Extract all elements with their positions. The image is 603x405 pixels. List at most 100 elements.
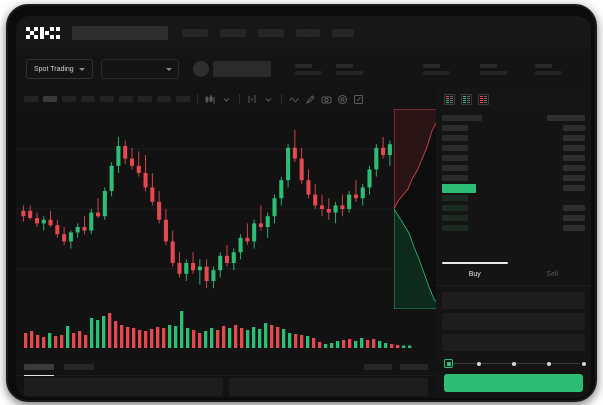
tab-buy[interactable]: Buy — [436, 262, 514, 285]
stat-label — [294, 63, 312, 68]
slider-stop-50[interactable] — [512, 361, 516, 366]
nav-item-3[interactable] — [258, 28, 284, 37]
chevron-down-icon[interactable] — [263, 94, 274, 105]
chevron-down-icon — [165, 67, 172, 71]
line-chart-icon[interactable] — [289, 94, 300, 105]
slider-stop-75[interactable] — [547, 361, 551, 366]
stat-value — [422, 70, 450, 75]
timeframe-button-9[interactable] — [176, 96, 190, 102]
orderbook-mode-both-icon[interactable] — [444, 93, 455, 105]
timeframe-button-4[interactable] — [81, 96, 95, 102]
chart-area[interactable] — [16, 109, 436, 359]
orderbook-price — [442, 215, 468, 221]
orderbook-row[interactable] — [442, 123, 585, 133]
indicator-icon[interactable] — [247, 94, 258, 105]
orderbook-row[interactable] — [442, 173, 585, 183]
bottom-action-2[interactable] — [400, 364, 428, 370]
mode-bars — [480, 95, 483, 103]
price-candlestick-chart[interactable] — [16, 109, 436, 309]
timeframe-button-7[interactable] — [138, 96, 152, 102]
stat-label — [335, 63, 353, 68]
timeframe-button-3[interactable] — [62, 96, 76, 102]
stat-item — [534, 63, 562, 75]
orderbook-row[interactable] — [442, 183, 585, 193]
stat-value — [294, 70, 322, 75]
stat-item — [479, 63, 507, 75]
timeframe-button-2[interactable] — [43, 96, 57, 102]
slider-stop-100[interactable] — [582, 361, 586, 366]
amount-percent-slider[interactable] — [444, 359, 586, 368]
camera-icon[interactable] — [321, 94, 332, 105]
market-depth-chart — [394, 109, 439, 309]
tab-sell-label: Sell — [546, 271, 559, 278]
orderbook-row[interactable] — [442, 143, 585, 153]
nav-item-4[interactable] — [296, 28, 320, 37]
top-navigation-bar — [16, 16, 591, 49]
pencil-icon[interactable] — [305, 94, 316, 105]
orderbook-mode-sell-icon[interactable] — [478, 93, 489, 105]
timeframe-button-8[interactable] — [157, 96, 171, 102]
orderbook-row[interactable] — [442, 223, 585, 233]
submit-order-button[interactable] — [444, 374, 583, 392]
bottom-tab-order-history[interactable] — [64, 364, 94, 370]
stat-value — [534, 70, 562, 75]
orderbook-row[interactable] — [442, 113, 585, 123]
mode-dots — [484, 95, 487, 103]
fullscreen-icon[interactable] — [353, 94, 364, 105]
orderbook-amount — [563, 135, 585, 141]
open-orders-panel[interactable] — [24, 378, 223, 396]
buy-sell-tabs: Buy Sell — [436, 262, 592, 286]
candlestick-chart-icon[interactable] — [205, 94, 216, 105]
timeframe-button-1[interactable] — [24, 96, 38, 102]
market-header: Spot Trading — [16, 49, 591, 89]
amount-field[interactable] — [442, 313, 585, 330]
orderbook-row[interactable] — [442, 213, 585, 223]
orderbook-amount — [563, 125, 585, 131]
pair-name — [212, 61, 271, 77]
trade-side-panel: Buy Sell — [436, 109, 591, 398]
chevron-down-icon[interactable] — [221, 94, 232, 105]
orderbook-row[interactable] — [442, 203, 585, 213]
nav-item-5[interactable] — [332, 28, 354, 37]
orderbook-amount — [563, 155, 585, 161]
toolbar-divider — [281, 94, 282, 104]
okx-logo-icon[interactable] — [26, 26, 60, 39]
slider-stop-25[interactable] — [477, 361, 481, 366]
orderbook-row[interactable] — [442, 153, 585, 163]
mode-dots — [467, 95, 470, 103]
price-field[interactable] — [442, 292, 585, 309]
orderbook-price — [442, 205, 468, 211]
orderbook-row[interactable] — [442, 133, 585, 143]
timeframe-button-5[interactable] — [100, 96, 114, 102]
orderbook-row[interactable] — [442, 193, 585, 203]
orderbook-row[interactable] — [442, 163, 585, 173]
timeframe-button-6[interactable] — [119, 96, 133, 102]
order-history-panel[interactable] — [229, 378, 428, 396]
bottom-tabs — [16, 359, 436, 376]
settings-gear-icon[interactable] — [337, 94, 348, 105]
stat-value — [479, 70, 507, 75]
bottom-action-1[interactable] — [364, 364, 392, 370]
nav-item-2[interactable] — [220, 28, 246, 37]
orderbook-mode-buy-icon[interactable] — [461, 93, 472, 105]
chevron-down-icon — [78, 67, 85, 71]
orderbook-price — [442, 195, 468, 201]
orderbook-amount — [563, 145, 585, 151]
orderbook-amount — [547, 115, 585, 121]
orderbook-amount — [563, 205, 585, 211]
trading-mode-label: Spot Trading — [34, 65, 74, 73]
orderbook-price — [442, 155, 468, 161]
bottom-tab-open-orders[interactable] — [24, 364, 54, 376]
slider-handle[interactable] — [444, 359, 453, 368]
okx-logo-svg — [26, 26, 60, 39]
total-field[interactable] — [442, 334, 585, 351]
tab-sell[interactable]: Sell — [514, 264, 592, 285]
pair-dropdown[interactable] — [100, 59, 179, 79]
orderbook-amount — [563, 215, 585, 221]
trading-mode-dropdown[interactable]: Spot Trading — [26, 59, 93, 79]
search-input[interactable] — [72, 25, 168, 40]
market-stats — [283, 63, 581, 75]
nav-item-1[interactable] — [182, 28, 208, 37]
orderbook-amount — [563, 225, 585, 231]
order-book[interactable] — [436, 109, 591, 264]
